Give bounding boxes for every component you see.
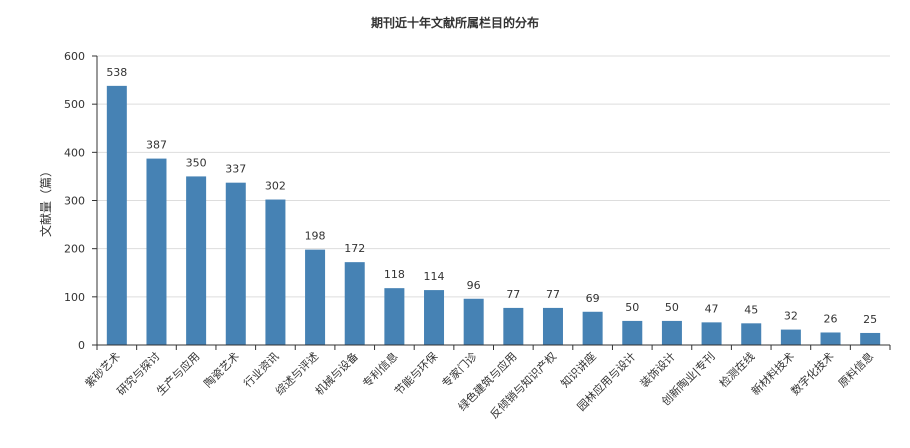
x-tick-label: 专家门诊 [439, 349, 480, 390]
x-tick-label: 机械与设备 [312, 349, 361, 398]
bar[interactable] [424, 290, 445, 345]
x-tick-label: 行业资讯 [241, 350, 281, 390]
x-tick-label: 紫砂艺术 [83, 350, 123, 390]
data-label: 337 [225, 163, 246, 176]
x-tick-label: 知识讲座 [558, 349, 599, 390]
bar[interactable] [463, 298, 484, 345]
bar[interactable] [186, 176, 207, 345]
y-tick-label: 500 [64, 98, 85, 111]
data-labels: 538 387 350 337 302 198 172 118 114 96 77 77 69 50 50 4… [106, 66, 877, 326]
bar[interactable] [106, 85, 127, 345]
y-tick-label: 300 [64, 195, 85, 208]
data-label: 198 [305, 230, 326, 243]
data-label: 69 [586, 292, 600, 305]
bars [106, 85, 881, 345]
data-label: 387 [146, 139, 167, 152]
data-label: 96 [467, 279, 481, 292]
y-tick-label: 200 [64, 243, 85, 256]
bar[interactable] [622, 320, 643, 345]
bar[interactable] [503, 307, 524, 345]
data-label: 302 [265, 180, 286, 193]
bar[interactable] [542, 307, 563, 345]
y-tick-label: 400 [64, 146, 85, 159]
bar[interactable] [661, 320, 682, 345]
data-label: 77 [546, 288, 560, 301]
x-tick-label: 陶瓷艺术 [201, 349, 242, 390]
x-tick-label: 专利信息 [359, 349, 400, 390]
x-tick-label: 装饰设计 [637, 349, 678, 390]
bar[interactable] [820, 332, 841, 345]
data-label: 50 [625, 301, 639, 314]
data-label: 26 [824, 312, 838, 325]
data-label: 47 [705, 302, 719, 315]
y-tick-label: 0 [78, 339, 85, 352]
data-label: 77 [506, 288, 520, 301]
data-label: 50 [665, 301, 679, 314]
x-tick-label: 检测在线 [716, 349, 757, 390]
x-tick-label: 原料信息 [835, 349, 876, 390]
bar[interactable] [384, 288, 405, 345]
data-label: 45 [744, 303, 758, 316]
chart-title: 期刊近十年文献所属栏目的分布 [370, 16, 539, 30]
bar[interactable] [701, 322, 722, 345]
data-label: 538 [106, 66, 127, 79]
bar[interactable] [225, 182, 246, 345]
y-axis-label: 文献量（篇） [38, 165, 53, 237]
data-label: 114 [424, 270, 445, 283]
x-tick-label: 数字化技术 [788, 349, 837, 398]
x-tick-label: 节能与环保 [391, 349, 440, 398]
data-label: 172 [344, 242, 365, 255]
bar[interactable] [780, 329, 801, 345]
y-tick-labels: 0 100 200 300 400 500 600 [64, 50, 97, 352]
x-tick-label: 反倾销与知识产权 [487, 349, 559, 421]
bar[interactable] [860, 332, 881, 345]
bar[interactable] [265, 199, 286, 345]
bar[interactable] [305, 249, 326, 345]
data-label: 350 [186, 156, 207, 169]
bar[interactable] [741, 323, 762, 345]
gridlines [97, 55, 890, 298]
y-tick-label: 100 [64, 291, 85, 304]
bar[interactable] [344, 262, 365, 345]
data-label: 118 [384, 268, 405, 281]
x-tick-label: 生产与应用 [153, 349, 202, 398]
data-label: 25 [863, 313, 877, 326]
data-label: 32 [784, 310, 798, 323]
bar[interactable] [146, 158, 167, 345]
bar[interactable] [582, 311, 603, 345]
y-tick-label: 600 [64, 50, 85, 63]
